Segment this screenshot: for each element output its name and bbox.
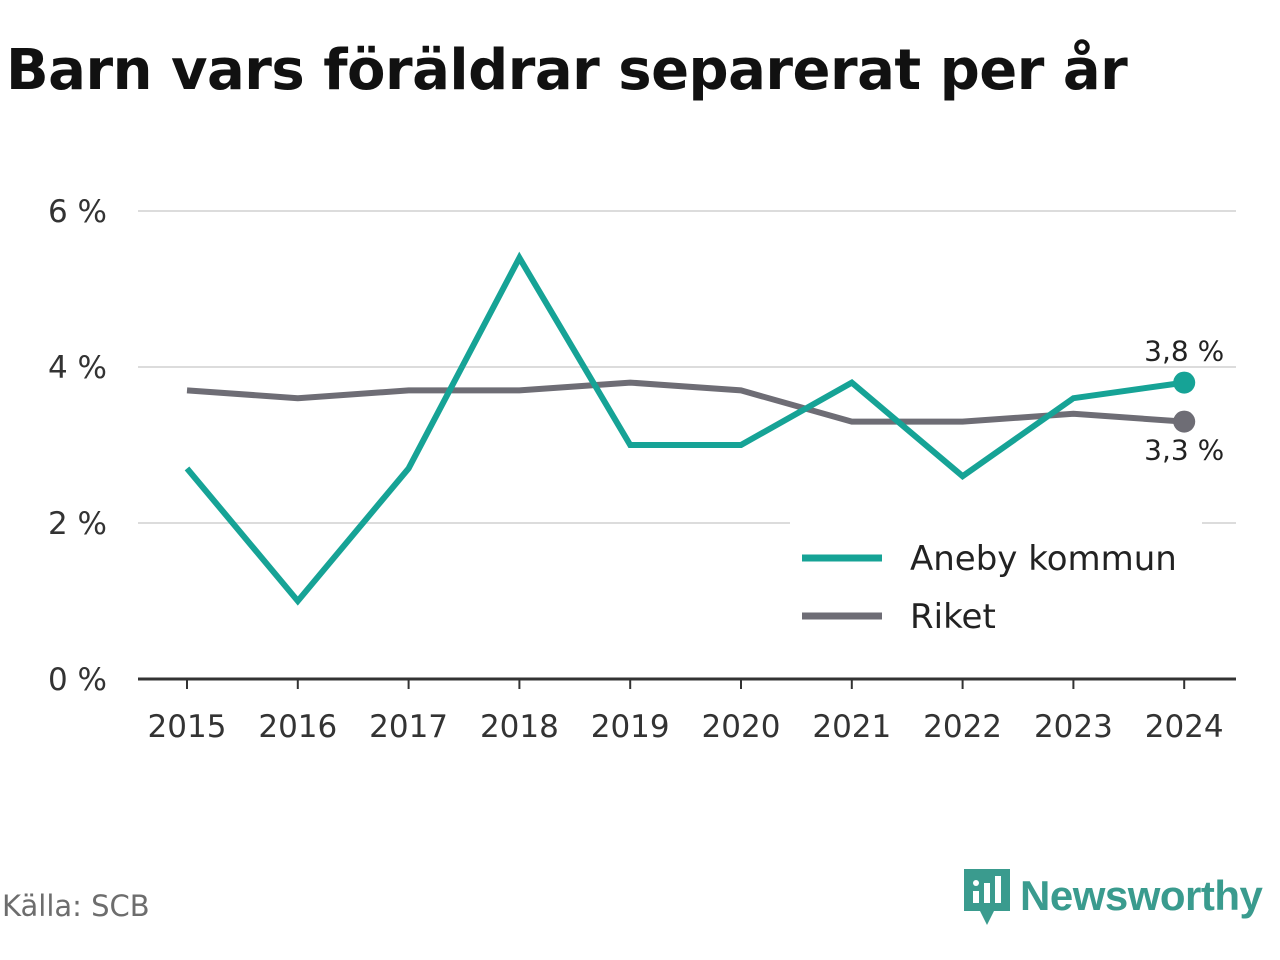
gridlines [138, 210, 1236, 524]
y-tick-label: 6 % [48, 194, 107, 230]
legend-label: Aneby kommun [910, 539, 1177, 579]
end-point [1173, 410, 1196, 433]
series-line [186, 379, 1185, 425]
end-labels: 3,8 % 3,3 % [1144, 335, 1224, 467]
legend-box [790, 522, 1202, 646]
end-value-label: 3,8 % [1144, 335, 1224, 368]
newsworthy-logo-icon [964, 869, 1010, 925]
x-tick-label: 2015 [148, 709, 227, 745]
x-tick-label: 2016 [258, 709, 337, 745]
newsworthy-logo-text: Newsworthy [1020, 872, 1263, 919]
end-point [1173, 371, 1196, 394]
y-tick-label: 4 % [48, 350, 107, 386]
y-axis-ticks: 0 % 2 % 4 % 6 % [48, 194, 107, 698]
x-tick-label: 2021 [812, 709, 891, 745]
x-tick-label: 2020 [702, 709, 781, 745]
x-tick-label: 2024 [1145, 709, 1224, 745]
x-tick-label: 2017 [369, 709, 448, 745]
series-line [184, 251, 1185, 606]
series-lines [184, 251, 1196, 606]
newsworthy-logo: Newsworthy [962, 864, 1263, 928]
legend-label: Riket [910, 597, 996, 637]
chart-title: Barn vars föräldrar separerat per år [6, 38, 1128, 103]
y-tick-label: 0 % [48, 662, 107, 698]
end-value-label: 3,3 % [1144, 434, 1224, 467]
source-note: Källa: SCB [2, 889, 150, 923]
x-tick-label: 2019 [591, 709, 670, 745]
x-tick-label: 2023 [1034, 709, 1113, 745]
y-tick-label: 2 % [48, 506, 107, 542]
x-tick-label: 2022 [923, 709, 1002, 745]
legend: Aneby kommun Riket [790, 522, 1202, 646]
x-tick-label: 2018 [480, 709, 559, 745]
x-axis: 2015 2016 2017 2018 2019 2020 2021 2022 2023 2024 [138, 677, 1236, 745]
